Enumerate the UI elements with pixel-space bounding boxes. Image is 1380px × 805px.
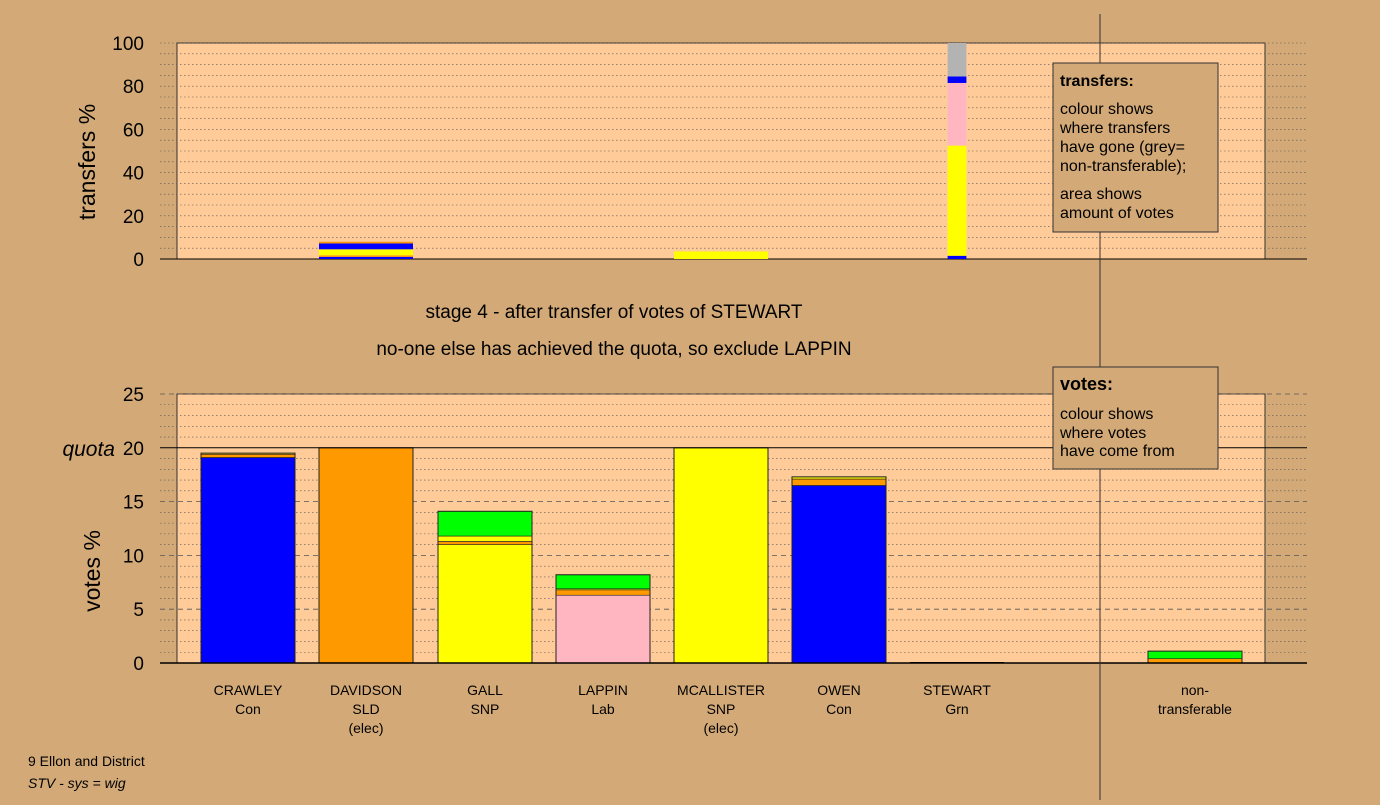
category-label: DAVIDSON (330, 682, 402, 698)
category-label: Lab (591, 701, 615, 717)
stage-subtitle: no-one else has achieved the quota, so e… (376, 339, 851, 360)
category-label: non- (1181, 682, 1209, 698)
y-tick-label: 80 (123, 77, 144, 98)
y-tick-label: 25 (123, 385, 144, 406)
transfer-segment (319, 243, 413, 250)
category-label: SNP (471, 701, 500, 717)
vote-segment (791, 478, 887, 486)
category-label: Con (826, 701, 852, 717)
y-tick-label: 5 (133, 600, 144, 621)
transfer-segment (319, 255, 413, 257)
vote-segment (673, 447, 769, 664)
transfers-legend: transfers: colour shows where transfers … (1052, 62, 1219, 233)
transfers-legend-title: transfers: (1060, 73, 1134, 90)
y-tick-label: 20 (123, 207, 144, 228)
transfers-legend-line: amount of votes (1060, 205, 1174, 222)
votes-legend-line: colour shows (1060, 406, 1153, 423)
category-label: GALL (467, 682, 503, 698)
vote-segment (200, 453, 296, 458)
category-label: Grn (945, 701, 968, 717)
vote-segment (791, 485, 887, 664)
category-labels: CRAWLEY Con DAVIDSON SLD (elec) GALL SNP LAPPIN… (214, 682, 1233, 736)
vote-segment (555, 589, 651, 596)
y-tick-label: 10 (123, 546, 144, 567)
category-label: MCALLISTER (677, 682, 765, 698)
transfer-segment (947, 145, 967, 256)
y-tick-label: 0 (133, 250, 144, 271)
votes-legend: votes: colour shows where votes have com… (1052, 366, 1219, 470)
vote-segment (437, 510, 533, 537)
quota-label: quota (62, 438, 115, 461)
votes-y-ticks: 0 5 10 15 20 25 (123, 385, 144, 675)
category-label: OWEN (817, 682, 861, 698)
y-tick-label: 60 (123, 120, 144, 141)
transfers-gridlines (160, 42, 1307, 260)
vote-segment (200, 457, 296, 664)
vote-segment (437, 544, 533, 664)
vote-segment (437, 535, 533, 542)
transfer-segment (319, 249, 413, 256)
transfers-legend-box (1052, 62, 1219, 233)
category-label: CRAWLEY (214, 682, 283, 698)
vote-segment (555, 574, 651, 590)
votes-legend-box (1052, 366, 1219, 470)
transfer-segment (319, 256, 413, 259)
vote-segment (318, 447, 414, 664)
stage-title: stage 4 - after transfer of votes of STE… (426, 302, 803, 323)
transfers-legend-line: area shows (1060, 186, 1142, 203)
y-tick-label: 15 (123, 493, 144, 514)
transfers-legend-line: where transfers (1059, 120, 1170, 137)
category-label: SLD (352, 701, 379, 717)
transfers-legend-line: have gone (grey= (1060, 139, 1185, 156)
transfers-bars (319, 43, 967, 259)
votes-bars (200, 447, 1243, 664)
transfer-segment (947, 43, 967, 77)
transfer-segment (319, 241, 413, 244)
transfer-segment (947, 76, 967, 83)
footer-system: STV - sys = wig (28, 775, 126, 791)
footer-district: 9 Ellon and District (28, 753, 145, 769)
category-label: (elec) (348, 720, 383, 736)
category-label: (elec) (703, 720, 738, 736)
transfer-segment (947, 82, 967, 146)
transfers-y-ticks: 0 20 40 60 80 100 (112, 34, 144, 271)
vote-segment (555, 594, 651, 664)
votes-legend-line: where votes (1059, 425, 1146, 442)
transfer-segment (674, 251, 768, 259)
transfers-y-axis-label: transfers % (74, 104, 100, 220)
transfers-legend-line: colour shows (1060, 101, 1153, 118)
category-label: STEWART (923, 682, 991, 698)
transfer-segment (947, 255, 967, 259)
category-label: transferable (1158, 701, 1232, 717)
y-tick-label: 20 (123, 439, 144, 460)
y-tick-label: 0 (133, 654, 144, 675)
y-tick-label: 100 (112, 34, 144, 55)
category-label: SNP (707, 701, 736, 717)
transfers-legend-line: non-transferable); (1060, 158, 1186, 175)
votes-legend-line: have come from (1060, 443, 1175, 460)
votes-legend-title: votes: (1060, 374, 1113, 394)
category-label: LAPPIN (578, 682, 628, 698)
category-label: Con (235, 701, 261, 717)
y-tick-label: 40 (123, 164, 144, 185)
votes-y-axis-label: votes % (79, 530, 105, 612)
vote-segment (1147, 650, 1243, 659)
vote-segment (437, 541, 533, 545)
